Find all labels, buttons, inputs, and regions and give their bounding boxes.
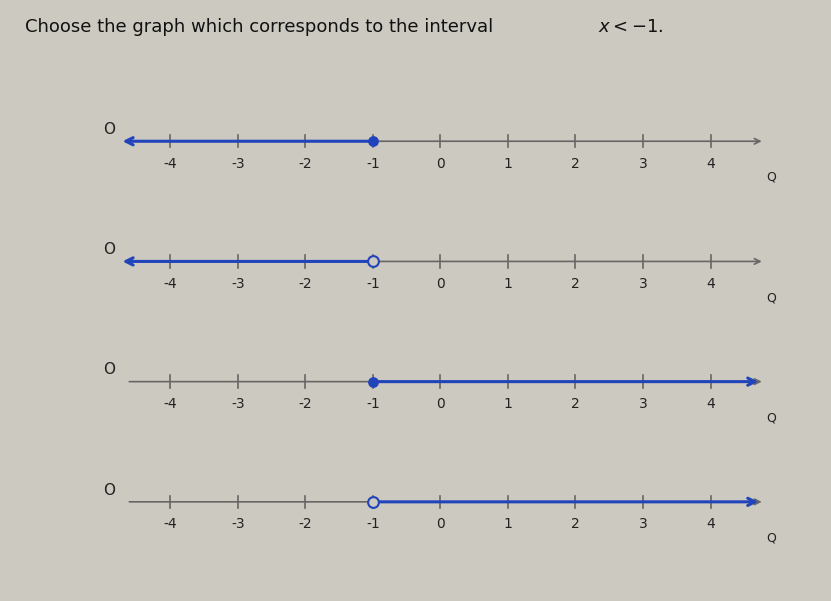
Text: 3: 3 (638, 517, 647, 531)
Text: O: O (104, 362, 116, 377)
Text: -4: -4 (164, 157, 177, 171)
Text: -3: -3 (231, 157, 244, 171)
Text: $x < -1$.: $x < -1$. (598, 18, 664, 36)
Text: 2: 2 (571, 277, 580, 291)
Text: 2: 2 (571, 517, 580, 531)
Point (366, 497, 380, 507)
Text: Q: Q (766, 291, 776, 304)
Text: -2: -2 (298, 277, 312, 291)
Text: 4: 4 (706, 157, 715, 171)
Text: -1: -1 (366, 157, 380, 171)
Text: -4: -4 (164, 277, 177, 291)
Text: 3: 3 (638, 397, 647, 411)
Text: 0: 0 (436, 157, 445, 171)
Text: 0: 0 (436, 277, 445, 291)
Text: -2: -2 (298, 157, 312, 171)
Text: -1: -1 (366, 397, 380, 411)
Text: 1: 1 (504, 277, 513, 291)
Text: O: O (104, 483, 116, 498)
Text: Q: Q (766, 531, 776, 545)
Text: Q: Q (766, 171, 776, 184)
Text: 2: 2 (571, 157, 580, 171)
Text: 4: 4 (706, 517, 715, 531)
Text: -3: -3 (231, 397, 244, 411)
Text: 1: 1 (504, 517, 513, 531)
Text: Q: Q (766, 411, 776, 424)
Text: -2: -2 (298, 517, 312, 531)
Text: 1: 1 (504, 397, 513, 411)
Point (366, 136, 380, 146)
Text: -4: -4 (164, 517, 177, 531)
Text: O: O (104, 242, 116, 257)
Text: 3: 3 (638, 277, 647, 291)
Point (366, 377, 380, 386)
Text: 3: 3 (638, 157, 647, 171)
Text: -1: -1 (366, 277, 380, 291)
Text: 0: 0 (436, 517, 445, 531)
Text: -1: -1 (366, 517, 380, 531)
Text: 4: 4 (706, 397, 715, 411)
Text: 0: 0 (436, 397, 445, 411)
Point (366, 257, 380, 266)
Text: -4: -4 (164, 397, 177, 411)
Text: -3: -3 (231, 517, 244, 531)
Text: Choose the graph which corresponds to the interval: Choose the graph which corresponds to th… (25, 18, 499, 36)
Text: 1: 1 (504, 157, 513, 171)
Text: 4: 4 (706, 277, 715, 291)
Text: -2: -2 (298, 397, 312, 411)
Text: 2: 2 (571, 397, 580, 411)
Text: O: O (104, 122, 116, 137)
Text: -3: -3 (231, 277, 244, 291)
